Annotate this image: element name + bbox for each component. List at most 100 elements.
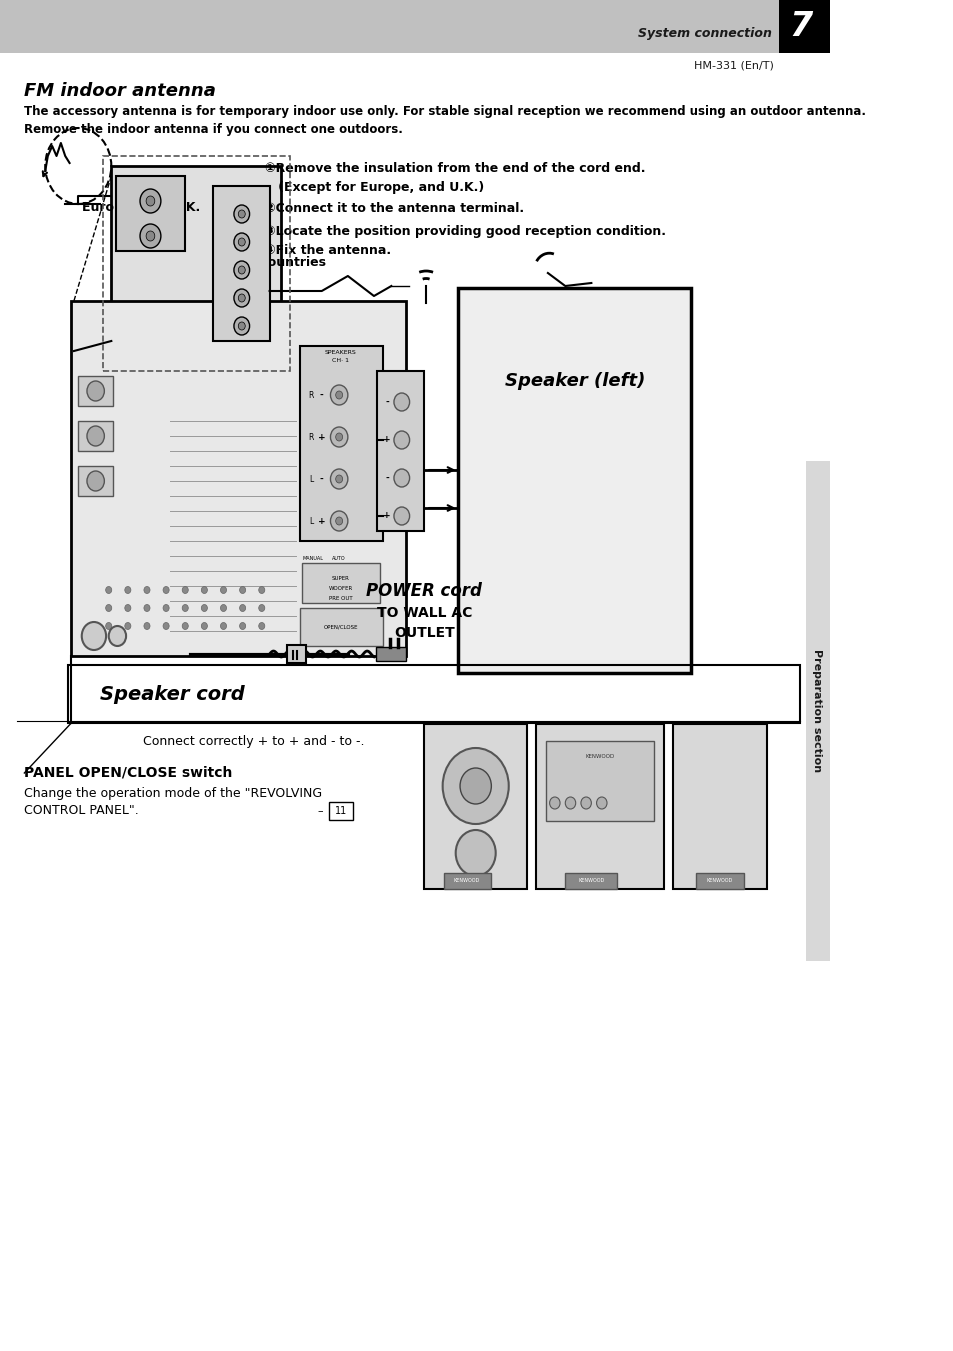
Text: +: +	[317, 432, 325, 442]
Bar	[299, 608, 382, 646]
Text: 11: 11	[335, 807, 347, 816]
Circle shape	[238, 295, 245, 303]
Bar	[457, 288, 691, 673]
Text: KENWOOD: KENWOOD	[585, 754, 614, 758]
Text: AUTO: AUTO	[332, 557, 346, 562]
Circle shape	[580, 797, 591, 809]
Circle shape	[87, 471, 104, 490]
Circle shape	[330, 511, 348, 531]
Text: +: +	[317, 516, 325, 526]
Circle shape	[238, 266, 245, 274]
Circle shape	[330, 469, 348, 489]
Bar	[299, 346, 382, 540]
Text: -: -	[319, 390, 323, 400]
Circle shape	[330, 427, 348, 447]
Circle shape	[456, 830, 496, 875]
Circle shape	[394, 469, 409, 486]
Text: Preparation section: Preparation section	[812, 650, 821, 773]
Circle shape	[163, 623, 169, 630]
Circle shape	[201, 586, 207, 593]
Circle shape	[125, 604, 131, 612]
Circle shape	[394, 393, 409, 411]
Circle shape	[335, 390, 342, 399]
Text: KENWOOD: KENWOOD	[578, 878, 604, 884]
Text: Connect correctly + to + and - to -.: Connect correctly + to + and - to -.	[143, 735, 365, 748]
Circle shape	[146, 231, 154, 240]
Text: ④Fix the antenna.: ④Fix the antenna.	[265, 245, 391, 258]
Bar	[375, 647, 406, 661]
Text: KENWOOD: KENWOOD	[454, 878, 479, 884]
Text: WOOFER: WOOFER	[329, 585, 353, 590]
Circle shape	[549, 797, 559, 809]
Text: –: –	[317, 807, 322, 816]
Bar	[329, 802, 353, 820]
Circle shape	[163, 586, 169, 593]
Circle shape	[442, 748, 508, 824]
Text: ①Remove the insulation from the end of the cord end.: ①Remove the insulation from the end of t…	[265, 162, 645, 174]
Bar	[71, 301, 406, 657]
Text: Change the operation mode of the "REVOLVING: Change the operation mode of the "REVOLV…	[25, 786, 322, 800]
Text: Speaker (left): Speaker (left)	[504, 372, 644, 390]
Circle shape	[233, 232, 250, 251]
Text: CONTROL PANEL".: CONTROL PANEL".	[25, 804, 139, 817]
Circle shape	[335, 434, 342, 440]
Bar	[673, 724, 766, 889]
Circle shape	[238, 238, 245, 246]
Circle shape	[565, 797, 575, 809]
Circle shape	[106, 586, 112, 593]
Text: +: +	[383, 512, 391, 520]
Bar	[78, 466, 113, 496]
Text: L: L	[309, 474, 314, 484]
Circle shape	[239, 604, 246, 612]
Bar	[112, 166, 280, 361]
Text: R: R	[309, 390, 314, 400]
Circle shape	[144, 604, 150, 612]
Text: CH· 1: CH· 1	[332, 358, 349, 363]
Text: The accessory antenna is for temporary indoor use only. For stable signal recept: The accessory antenna is for temporary i…	[25, 104, 865, 118]
Circle shape	[201, 604, 207, 612]
Circle shape	[233, 205, 250, 223]
Circle shape	[238, 322, 245, 330]
Circle shape	[233, 289, 250, 307]
Text: OPEN/CLOSE: OPEN/CLOSE	[323, 624, 357, 630]
Text: -: -	[319, 474, 323, 484]
Circle shape	[258, 623, 265, 630]
Text: TO WALL AC: TO WALL AC	[376, 607, 472, 620]
Bar	[695, 873, 742, 889]
Circle shape	[182, 623, 188, 630]
Text: (Except for Europe, and U.K.): (Except for Europe, and U.K.)	[265, 181, 484, 195]
FancyArrowPatch shape	[43, 172, 47, 176]
Text: PANEL OPEN/CLOSE switch: PANEL OPEN/CLOSE switch	[25, 766, 233, 780]
Circle shape	[459, 767, 491, 804]
Circle shape	[87, 381, 104, 401]
Circle shape	[335, 517, 342, 526]
Text: Europe, and U.K.: Europe, and U.K.	[82, 201, 200, 215]
Text: SUPER: SUPER	[332, 576, 350, 581]
Text: R: R	[309, 432, 314, 442]
Bar	[779, 0, 829, 53]
Text: System connection: System connection	[638, 27, 771, 39]
Text: 7: 7	[788, 9, 812, 42]
Bar	[565, 873, 617, 889]
Circle shape	[140, 224, 161, 249]
Circle shape	[394, 431, 409, 449]
Bar	[545, 740, 654, 821]
Circle shape	[182, 586, 188, 593]
Text: Speaker cord: Speaker cord	[100, 685, 244, 704]
Text: L: L	[309, 516, 314, 526]
Bar	[536, 724, 663, 889]
Circle shape	[394, 507, 409, 526]
Circle shape	[330, 385, 348, 405]
Circle shape	[163, 604, 169, 612]
Circle shape	[125, 623, 131, 630]
Text: Remove the indoor antenna if you connect one outdoors.: Remove the indoor antenna if you connect…	[25, 123, 403, 135]
Circle shape	[82, 621, 106, 650]
Text: -: -	[385, 473, 389, 482]
Circle shape	[335, 476, 342, 484]
Bar	[213, 186, 270, 340]
Bar	[287, 644, 306, 663]
Text: POWER cord: POWER cord	[366, 582, 482, 600]
Circle shape	[87, 426, 104, 446]
Bar	[805, 461, 829, 961]
Text: KENWOOD: KENWOOD	[705, 878, 732, 884]
